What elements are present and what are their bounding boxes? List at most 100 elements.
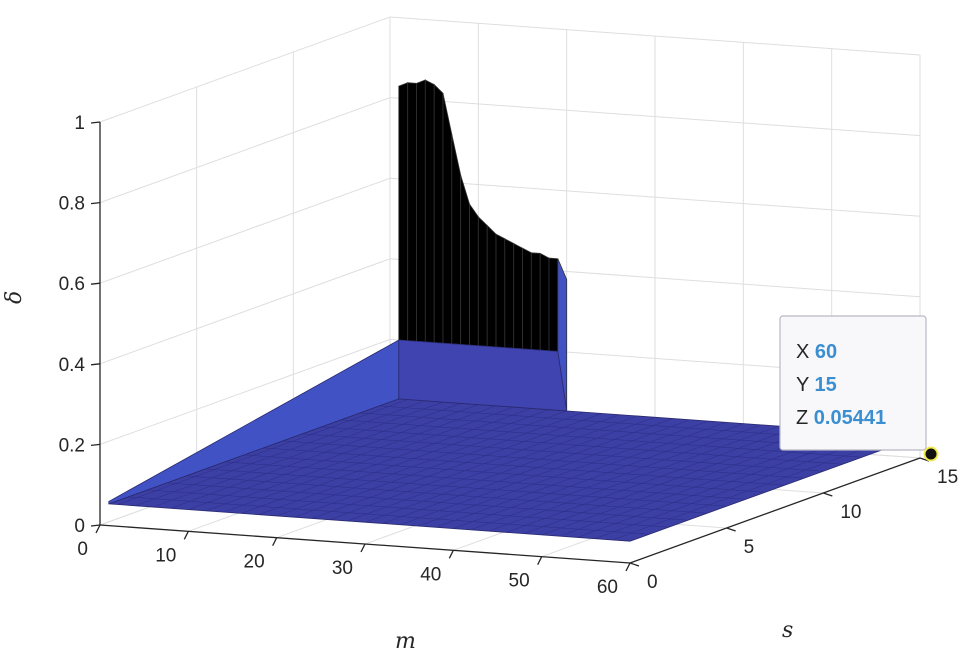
mesh-line [166, 482, 689, 521]
mesh-line [186, 475, 708, 514]
mesh-line [523, 428, 815, 534]
mesh-line [224, 461, 747, 500]
mesh-line [435, 422, 726, 528]
mesh-line [347, 415, 638, 522]
datatip-z-value: 0.05441 [814, 407, 886, 429]
mesh-line [470, 424, 762, 531]
mesh-line [321, 426, 843, 465]
x-axis-label: m [395, 629, 416, 654]
mesh-line [205, 405, 497, 512]
z-tick-label: 1 [74, 113, 85, 134]
mesh-line [147, 489, 669, 528]
mesh-line [612, 434, 903, 541]
surface-wall-panel [522, 247, 532, 350]
x-tick-mark [360, 543, 366, 553]
surface-wall-panel [407, 82, 417, 342]
surface-wall-panel [469, 202, 479, 347]
z-tick-label: 0.2 [59, 435, 85, 456]
surface-wall-panel [530, 252, 541, 351]
z-tick-label: 0.4 [59, 355, 86, 376]
x-tick-label: 20 [244, 552, 265, 573]
surface-wall-panel [460, 175, 470, 346]
y-tick-mark [823, 492, 833, 497]
z-tick-mark [90, 121, 101, 124]
surface-wall-base [398, 339, 568, 412]
datatip[interactable]: X 60 Y 15 Z 0.05441 [779, 315, 939, 462]
mesh-line [241, 408, 532, 514]
surface-wall-panel [398, 82, 409, 342]
y-tick-mark [726, 527, 736, 532]
mesh-line [382, 418, 673, 524]
datatip-y-value: 15 [815, 374, 837, 396]
mesh-line [594, 433, 885, 539]
grid-line [389, 97, 921, 137]
z-tick-mark [90, 443, 101, 447]
surface-wall-panel [416, 79, 426, 343]
grid-line [99, 338, 391, 445]
surface [108, 79, 921, 542]
x-tick-mark [537, 556, 543, 565]
x-tick-mark [95, 524, 101, 534]
z-tick-mark [90, 363, 101, 366]
x-tick-label: 10 [155, 545, 176, 566]
mesh-line [135, 400, 426, 507]
mesh-line [223, 406, 514, 513]
tick-labels: 0 10 20 30 40 50 60 0 5 10 15 0 0.2 0.4 0.6 0.8 1 [59, 113, 959, 598]
mesh-line [311, 413, 603, 519]
grid-line [99, 177, 391, 284]
surface-wall-panel [495, 233, 506, 349]
surface-wall-panel [486, 224, 497, 348]
z-tick-label: 0 [74, 516, 85, 537]
mesh-line [152, 401, 444, 508]
x-tick-label: 40 [420, 564, 441, 585]
surface-wall-panel [539, 252, 550, 352]
datatip-x-label: X [796, 341, 809, 363]
x-tick-label: 50 [509, 571, 530, 592]
z-tick-mark [90, 201, 101, 205]
z-tick-mark [90, 524, 101, 527]
surface-wall-panel [424, 79, 435, 344]
z-axis-label: δ [2, 291, 27, 304]
surface-wall-panel [548, 257, 559, 352]
mesh-line [302, 433, 824, 472]
x-tick-mark [448, 550, 454, 559]
surface-wall-panel [451, 134, 462, 345]
svg-text:Y 15: Y 15 [796, 374, 837, 396]
mesh-line [364, 417, 656, 523]
mesh-line [417, 420, 709, 527]
x-tick-label: 30 [332, 558, 353, 579]
surface-wall-panel [433, 83, 444, 344]
x-tick-label: 60 [597, 577, 618, 598]
mesh-line [282, 440, 805, 479]
grid-line [389, 177, 921, 217]
mesh-line [188, 404, 479, 510]
y-tick-label: 15 [937, 467, 958, 488]
mesh-line [294, 411, 585, 518]
mesh-line [244, 454, 766, 493]
mesh-line [263, 447, 785, 486]
z-tick-mark [90, 282, 101, 285]
mesh-line [488, 425, 779, 532]
y-tick-mark [629, 562, 640, 567]
svg-text:X 60: X 60 [796, 341, 837, 363]
y-axis-label: s [782, 618, 793, 643]
surface-wall-panel [477, 215, 488, 347]
mesh-line [453, 423, 744, 529]
mesh-line [506, 427, 797, 533]
datatip-box [779, 315, 927, 451]
grid-line [99, 97, 391, 204]
mesh-line [205, 468, 727, 507]
y-tick-label: 0 [647, 572, 658, 593]
y-tick-label: 5 [744, 537, 755, 558]
surface-wall-panel [442, 93, 453, 345]
surface-wall-panel [504, 238, 515, 349]
z-tick-label: 0.8 [59, 194, 85, 215]
surface-wall-panel [513, 242, 523, 350]
mesh-line [128, 496, 650, 535]
x-tick-mark [272, 537, 278, 546]
axes [90, 121, 930, 572]
x-tick-label: 0 [77, 539, 88, 560]
datatip-z-label: Z [796, 407, 808, 429]
datatip-y-label: Y [796, 374, 809, 396]
